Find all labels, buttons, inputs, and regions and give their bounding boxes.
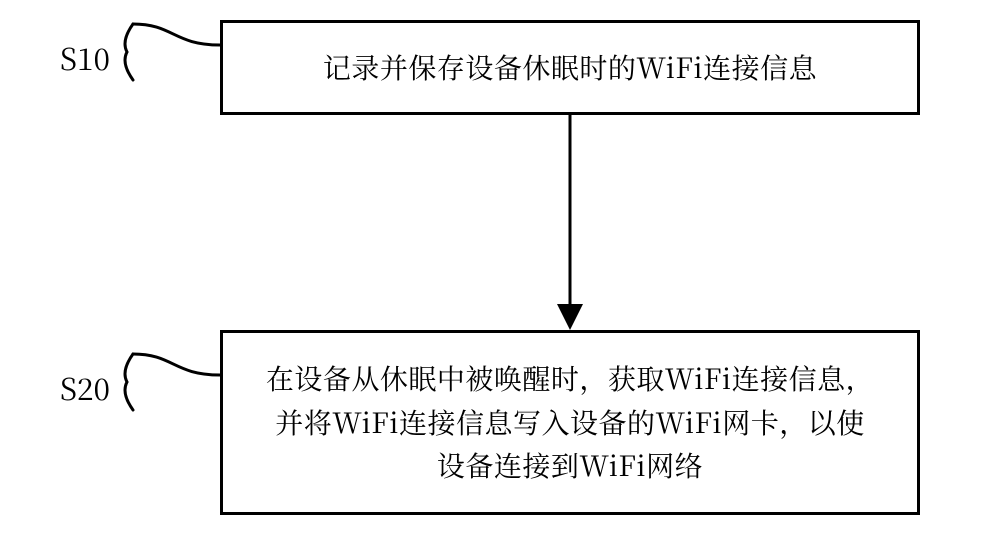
flowchart-canvas: S10 记录并保存设备休眠时的WiFi连接信息 S20 在设备从休眠中被唤醒时，… — [0, 0, 1000, 551]
arrow-s10-s20 — [553, 115, 587, 330]
connector-s20 — [123, 350, 224, 414]
step-box-s10: 记录并保存设备休眠时的WiFi连接信息 — [220, 20, 920, 115]
step-box-s20: 在设备从休眠中被唤醒时，获取WiFi连接信息，并将WiFi连接信息写入设备的Wi… — [220, 330, 920, 515]
step-text-s20: 在设备从休眠中被唤醒时，获取WiFi连接信息，并将WiFi连接信息写入设备的Wi… — [263, 357, 877, 487]
connector-s10 — [123, 20, 224, 84]
step-text-s10: 记录并保存设备休眠时的WiFi连接信息 — [323, 46, 817, 89]
step-label-s20: S20 — [60, 365, 110, 409]
step-label-s10: S10 — [60, 35, 110, 79]
